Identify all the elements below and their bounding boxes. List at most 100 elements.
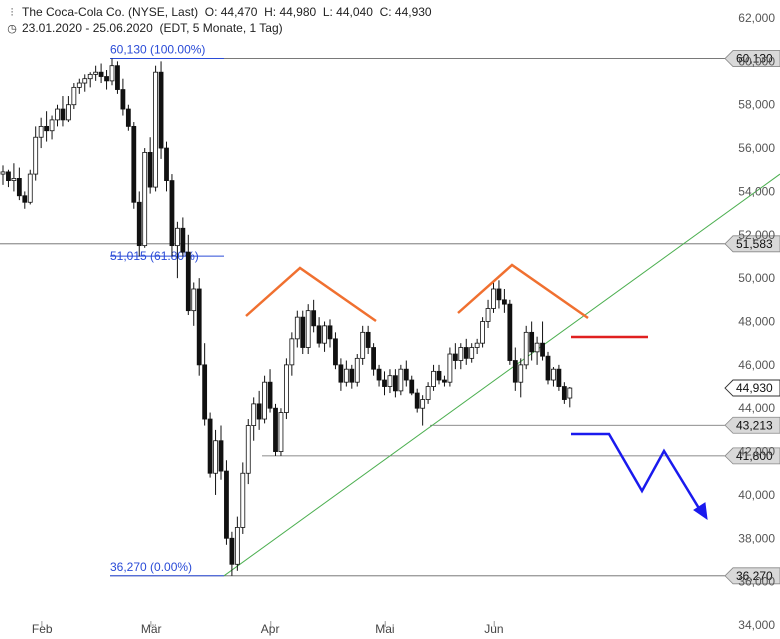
candle [98, 63, 104, 84]
candle [224, 460, 229, 545]
candle-body [333, 338, 338, 366]
candle [136, 191, 142, 257]
candle [16, 167, 22, 201]
y-tick-label: 58,000 [738, 98, 775, 112]
candle [245, 419, 251, 485]
candle-body [409, 379, 415, 394]
y-tick-label: 36,000 [738, 575, 775, 589]
price-tag-shape [724, 416, 780, 434]
level-price-tag: 36,270 [724, 567, 780, 585]
candle-body [414, 392, 420, 409]
candle [185, 234, 191, 315]
x-tick-label: Mai [375, 622, 394, 636]
candle [33, 126, 39, 181]
candle-body [234, 527, 240, 565]
candle-body [131, 125, 137, 203]
candle [447, 347, 453, 387]
candle [311, 299, 317, 333]
right-shoulder-line [457, 263, 589, 320]
price-tag-shape [724, 447, 780, 465]
candle [278, 408, 284, 456]
candle [409, 375, 415, 396]
candle-body [0, 171, 6, 175]
candle-body [540, 342, 545, 357]
candle [452, 343, 458, 370]
candle-body [294, 316, 300, 340]
level-price-label: 60,130 [736, 52, 773, 66]
candle-body [174, 227, 180, 247]
candle [104, 70, 109, 90]
y-tick-label: 54,000 [738, 184, 775, 198]
candle-body [371, 347, 377, 370]
candle-body [66, 104, 71, 121]
candle-body [196, 288, 202, 366]
candle-body [185, 251, 191, 312]
candle [463, 338, 469, 365]
candle [322, 321, 327, 352]
fib-label: 36,270 (0.00%) [110, 560, 192, 574]
candle [485, 299, 491, 329]
candle-body [55, 108, 60, 121]
candle [300, 310, 306, 355]
y-tick-label: 40,000 [738, 488, 775, 502]
candle [371, 343, 377, 376]
candle-body [11, 178, 17, 181]
candle [251, 397, 257, 441]
horizontal-levels: 60,130 (100.00%) 36,270 (0.00%) 51,015 (61… [0, 43, 727, 577]
close-value: C: 44,930 [379, 5, 432, 19]
candle-body [49, 119, 55, 132]
candle-body [431, 370, 436, 387]
candle [518, 358, 524, 398]
candle [191, 282, 197, 326]
candle-body [474, 342, 480, 348]
candle-body [491, 288, 496, 309]
candle [540, 321, 545, 361]
candle [360, 325, 366, 365]
candle-body [125, 108, 131, 127]
candle-body [109, 65, 115, 82]
high-value: H: 44,980 [264, 5, 317, 19]
candle [60, 96, 66, 127]
candle-body [447, 353, 453, 383]
candle-body [169, 180, 175, 247]
candle-body [87, 73, 93, 80]
candle-body [22, 195, 28, 203]
candle-body [305, 310, 311, 348]
candle [142, 148, 148, 248]
price-tag-shape [724, 567, 780, 585]
last-price-tag: 44,930 [724, 379, 780, 397]
candle-body [76, 82, 82, 88]
candle-body [534, 342, 540, 353]
candle-body [207, 418, 213, 474]
candle [431, 364, 436, 391]
price-tag-shape [724, 235, 780, 253]
candle-body [322, 325, 327, 344]
candle [202, 343, 208, 426]
candle-body [278, 412, 284, 452]
candle [174, 221, 180, 279]
forecast-arrow-head [693, 502, 708, 521]
candle-body [6, 171, 11, 181]
candle [365, 325, 371, 355]
candle [93, 65, 99, 81]
candle-body [71, 86, 77, 106]
y-tick-label: 34,000 [738, 618, 775, 632]
candle [403, 360, 409, 387]
candle [545, 351, 551, 385]
candle-body [485, 308, 491, 322]
candle [0, 165, 6, 185]
y-tick-label: 62,000 [738, 11, 775, 25]
candle-body [218, 440, 224, 472]
candle-body [501, 299, 507, 305]
candle-body [403, 368, 409, 381]
candle-body [545, 355, 551, 381]
x-tick-label: Apr [261, 622, 280, 636]
x-tick-label: Feb [32, 622, 53, 636]
candle-body [33, 136, 39, 175]
open-value: O: 44,470 [204, 5, 258, 19]
last-price-label: 44,930 [736, 381, 773, 395]
left-shoulder-line [245, 266, 377, 323]
candle-body [311, 310, 317, 327]
x-tick-label: Jun [484, 622, 503, 636]
